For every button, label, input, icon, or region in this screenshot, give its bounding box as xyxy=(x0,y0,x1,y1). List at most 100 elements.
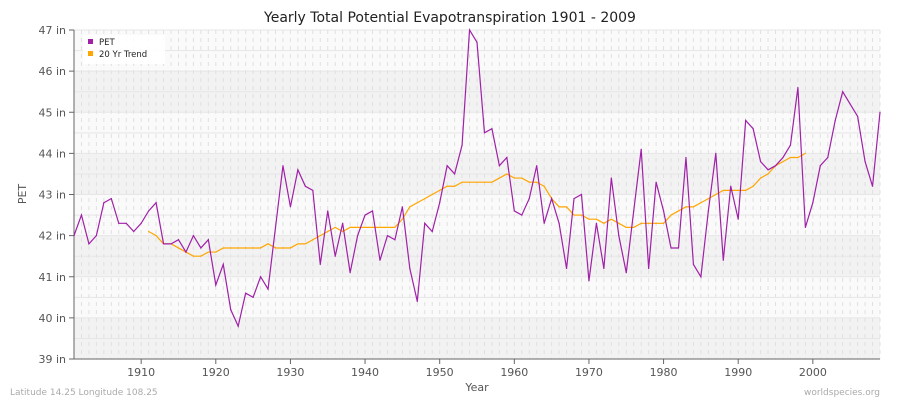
data-point xyxy=(73,235,75,237)
y-tick-label: 46 in xyxy=(38,65,66,78)
data-point xyxy=(416,300,418,303)
footer-location: Latitude 14.25 Longitude 108.25 xyxy=(10,388,158,398)
data-point xyxy=(677,247,680,249)
data-point xyxy=(737,189,739,191)
data-point xyxy=(573,198,575,200)
data-point xyxy=(789,144,792,146)
data-point xyxy=(498,177,500,179)
data-point xyxy=(274,226,277,228)
data-point xyxy=(662,222,665,224)
data-point xyxy=(655,222,657,224)
data-point xyxy=(625,272,627,274)
data-point xyxy=(297,169,299,171)
data-point xyxy=(603,222,605,224)
data-point xyxy=(364,214,366,216)
data-point xyxy=(565,206,568,208)
data-point xyxy=(759,177,762,179)
data-point xyxy=(312,189,314,191)
data-point xyxy=(371,210,374,212)
data-point xyxy=(304,185,306,187)
data-point xyxy=(252,296,254,298)
data-point xyxy=(192,255,195,257)
data-point xyxy=(431,193,433,196)
data-point xyxy=(827,156,829,159)
data-point xyxy=(155,235,157,237)
data-point xyxy=(148,210,150,212)
y-tick-label: 43 in xyxy=(38,189,66,202)
x-tick-label: 1990 xyxy=(724,366,752,379)
data-point xyxy=(610,218,612,220)
data-point xyxy=(506,173,508,175)
y-tick-label: 47 in xyxy=(38,24,66,37)
data-point xyxy=(767,169,769,171)
data-point xyxy=(692,206,695,208)
data-point xyxy=(670,247,672,249)
data-point xyxy=(543,185,545,187)
data-point xyxy=(334,226,336,228)
data-point xyxy=(692,263,695,266)
data-point xyxy=(446,185,448,187)
data-point xyxy=(483,132,486,134)
data-point xyxy=(804,226,806,228)
data-point xyxy=(222,247,224,249)
data-point xyxy=(222,263,224,266)
chart-title: Yearly Total Potential Evapotranspiratio… xyxy=(263,10,636,26)
data-point xyxy=(207,239,209,241)
data-point xyxy=(230,309,232,311)
data-point xyxy=(327,230,329,233)
data-point xyxy=(237,247,239,249)
y-tick-label: 40 in xyxy=(38,312,66,325)
data-point xyxy=(289,247,292,249)
data-point xyxy=(789,156,792,159)
data-point xyxy=(797,86,799,89)
data-point xyxy=(394,239,396,241)
data-point xyxy=(759,161,762,163)
data-point xyxy=(334,255,336,257)
data-point xyxy=(304,243,306,245)
data-point xyxy=(327,210,329,212)
data-point xyxy=(88,243,90,245)
data-point xyxy=(782,161,784,163)
data-point xyxy=(259,276,262,278)
data-point xyxy=(782,156,784,159)
data-point xyxy=(319,235,321,237)
x-tick-label: 1980 xyxy=(650,366,678,379)
data-point xyxy=(685,206,687,208)
data-point xyxy=(849,103,851,105)
data-point xyxy=(162,243,165,245)
data-point xyxy=(715,152,717,154)
data-point xyxy=(439,202,441,204)
data-point xyxy=(610,177,612,179)
data-point xyxy=(580,193,583,196)
x-axis-label: Year xyxy=(464,381,489,394)
data-point xyxy=(640,222,642,224)
data-point xyxy=(767,173,769,175)
data-point xyxy=(648,267,650,270)
data-point xyxy=(737,218,739,220)
legend-label-pet: PET xyxy=(99,38,115,48)
data-point xyxy=(110,198,112,200)
data-point xyxy=(498,165,500,167)
legend-label-trend: 20 Yr Trend xyxy=(99,50,147,60)
data-point xyxy=(118,222,120,224)
data-point xyxy=(677,210,680,212)
data-point xyxy=(454,185,456,187)
data-point xyxy=(468,29,471,31)
data-point xyxy=(297,243,299,245)
data-point xyxy=(252,247,254,249)
data-point xyxy=(662,210,665,212)
data-point xyxy=(95,235,97,237)
data-point xyxy=(491,128,493,130)
data-point xyxy=(424,198,426,200)
data-point xyxy=(536,181,538,183)
data-point xyxy=(558,222,560,224)
data-point xyxy=(401,218,403,220)
data-point xyxy=(237,325,239,327)
data-point xyxy=(379,226,381,228)
data-point xyxy=(267,288,269,290)
data-point xyxy=(200,255,202,257)
y-tick-label: 44 in xyxy=(38,147,66,160)
data-point xyxy=(446,165,448,167)
x-tick-label: 2000 xyxy=(799,366,827,379)
data-point xyxy=(483,181,486,183)
